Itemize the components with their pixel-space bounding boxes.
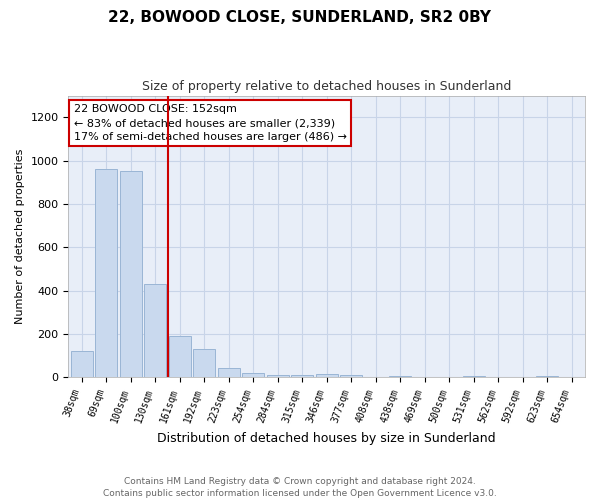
Bar — [71, 352, 93, 378]
Bar — [193, 349, 215, 378]
Y-axis label: Number of detached properties: Number of detached properties — [15, 149, 25, 324]
Bar — [267, 375, 289, 378]
Bar — [95, 170, 118, 378]
Bar — [145, 284, 166, 378]
Bar — [340, 375, 362, 378]
Bar — [536, 376, 558, 378]
Text: Contains HM Land Registry data © Crown copyright and database right 2024.
Contai: Contains HM Land Registry data © Crown c… — [103, 476, 497, 498]
Text: 22 BOWOOD CLOSE: 152sqm
← 83% of detached houses are smaller (2,339)
17% of semi: 22 BOWOOD CLOSE: 152sqm ← 83% of detache… — [74, 104, 347, 142]
Bar — [169, 336, 191, 378]
Text: 22, BOWOOD CLOSE, SUNDERLAND, SR2 0BY: 22, BOWOOD CLOSE, SUNDERLAND, SR2 0BY — [109, 10, 491, 25]
Bar — [218, 368, 240, 378]
Bar — [389, 376, 411, 378]
Bar — [316, 374, 338, 378]
Bar — [291, 375, 313, 378]
Title: Size of property relative to detached houses in Sunderland: Size of property relative to detached ho… — [142, 80, 511, 93]
Bar — [242, 374, 264, 378]
Bar — [120, 172, 142, 378]
Bar — [463, 376, 485, 378]
X-axis label: Distribution of detached houses by size in Sunderland: Distribution of detached houses by size … — [157, 432, 496, 445]
